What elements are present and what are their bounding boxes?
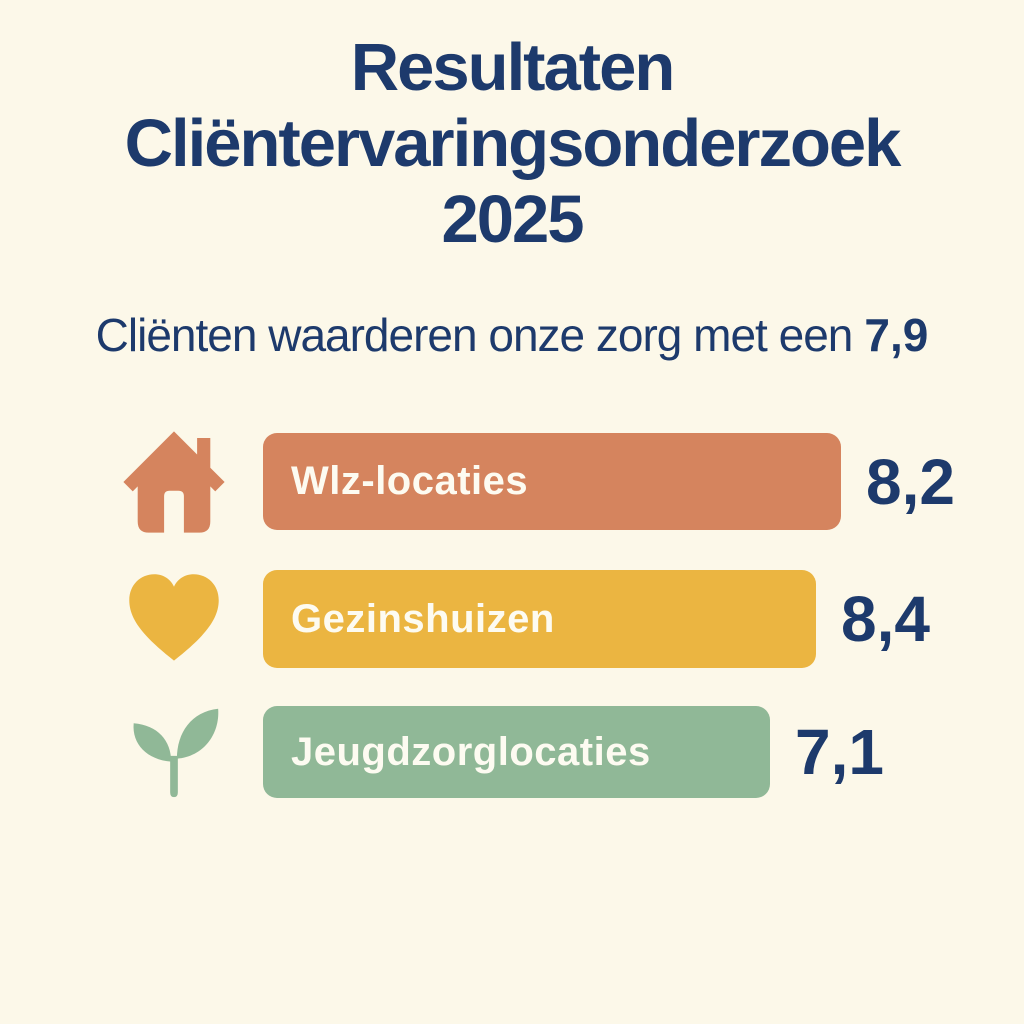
page-title: Resultaten Cliëntervaringsonderzoek 2025 (0, 30, 1024, 258)
score-row-jeugdzorglocaties: Jeugdzorglocaties 7,1 (118, 706, 884, 798)
score-bar: Wlz-locaties (263, 433, 841, 530)
score-bar: Gezinshuizen (263, 570, 816, 668)
score-row-wlz-locaties: Wlz-locaties 8,2 (118, 430, 955, 533)
score-bar: Jeugdzorglocaties (263, 706, 770, 798)
house-icon (118, 430, 230, 533)
sprout-icon (118, 706, 230, 798)
bar-label: Jeugdzorglocaties (291, 729, 651, 774)
score-value: 8,4 (841, 583, 930, 655)
title-line-3: 2025 (441, 182, 584, 257)
score-row-gezinshuizen: Gezinshuizen 8,4 (118, 570, 930, 668)
overall-score: 7,9 (864, 309, 929, 361)
heart-icon (118, 570, 230, 668)
score-value: 8,2 (866, 445, 955, 518)
bar-label: Gezinshuizen (291, 596, 555, 641)
score-value: 7,1 (795, 716, 884, 788)
bar-label: Wlz-locaties (291, 459, 529, 503)
subtitle-text: Cliënten waarderen onze zorg met een (95, 309, 854, 361)
subtitle: Cliënten waarderen onze zorg met een 7,9 (0, 306, 1024, 364)
title-line-2: Cliëntervaringsonderzoek (124, 106, 902, 181)
title-line-1: Resultaten (350, 30, 676, 105)
